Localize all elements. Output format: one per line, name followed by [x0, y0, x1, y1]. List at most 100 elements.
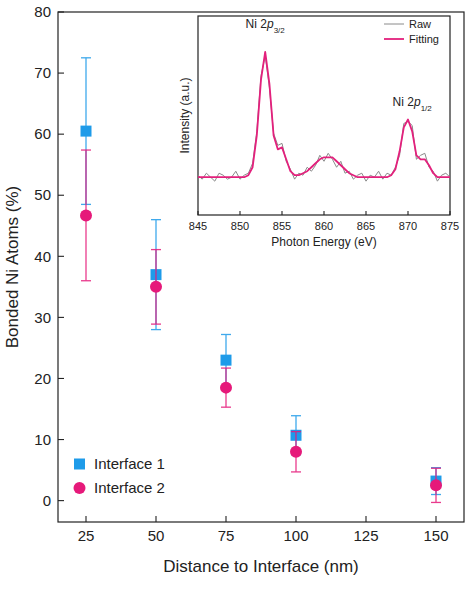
y-tick — [58, 256, 64, 257]
error-cap — [291, 415, 301, 416]
x-tick — [449, 211, 450, 215]
error-cap — [151, 219, 161, 220]
error-cap — [81, 149, 91, 150]
error-cap — [221, 367, 231, 368]
y-tick-label: 80 — [34, 3, 51, 20]
data-layer — [198, 52, 450, 181]
x-tick — [197, 211, 198, 215]
y-tick — [58, 134, 64, 135]
y-tick-label: 40 — [34, 248, 51, 265]
x-tick — [225, 516, 226, 522]
x-tick — [323, 211, 324, 215]
series-line — [198, 56, 450, 181]
error-bar — [81, 150, 91, 281]
y-tick-label: 30 — [34, 309, 51, 326]
x-tick-label: 870 — [399, 220, 417, 232]
legend: Raw Fitting — [384, 18, 439, 45]
error-cap — [291, 431, 301, 432]
legend-swatch — [74, 459, 85, 470]
x-tick-label: 75 — [218, 527, 235, 544]
y-tick — [58, 439, 64, 440]
legend-swatch — [384, 38, 404, 40]
annotation: Ni 2p1/2 — [393, 95, 433, 113]
error-bar — [291, 432, 301, 472]
figure: 25507510012515001020304050607080Distance… — [0, 0, 476, 596]
error-bar — [151, 220, 161, 330]
annotation-part: Ni 2 — [393, 95, 415, 109]
legend-swatch — [74, 482, 86, 494]
x-tick-label: 125 — [353, 527, 378, 544]
error-cap — [431, 502, 441, 503]
x-axis-title: Photon Energy (eV) — [271, 235, 376, 249]
x-tick — [281, 211, 282, 215]
legend: Interface 1 Interface 2 — [74, 455, 165, 496]
legend-label: Fitting — [409, 33, 439, 45]
point — [430, 479, 442, 491]
point — [290, 446, 302, 458]
x-tick — [239, 211, 240, 215]
error-cap — [221, 334, 231, 335]
y-tick — [58, 73, 64, 74]
y-axis-title: Intensity (a.u.) — [178, 77, 192, 153]
error-bar — [151, 250, 161, 325]
main-chart: 25507510012515001020304050607080Distance… — [3, 3, 464, 576]
error-stem — [155, 220, 156, 330]
error-bar — [221, 368, 231, 407]
x-tick-label: 875 — [441, 220, 459, 232]
x-tick — [435, 516, 436, 522]
x-tick-label: 865 — [357, 220, 375, 232]
y-tick — [58, 500, 64, 501]
data-layer — [80, 58, 442, 503]
x-tick-label: 100 — [283, 527, 308, 544]
error-cap — [81, 57, 91, 58]
x-tick — [155, 516, 156, 522]
point — [80, 209, 92, 221]
error-cap — [151, 329, 161, 330]
point — [221, 355, 232, 366]
error-cap — [151, 249, 161, 250]
y-tick-label: 10 — [34, 431, 51, 448]
error-bar — [431, 468, 441, 502]
x-tick — [85, 516, 86, 522]
point — [220, 382, 232, 394]
error-cap — [221, 407, 231, 408]
error-cap — [431, 468, 441, 469]
error-cap — [431, 467, 441, 468]
x-tick-label: 845 — [189, 220, 207, 232]
y-tick — [58, 378, 64, 379]
x-tick — [365, 211, 366, 215]
x-axis-title: Distance to Interface (nm) — [163, 557, 359, 576]
x-tick-label: 855 — [273, 220, 291, 232]
legend-label: Raw — [409, 18, 431, 30]
plot-frame — [58, 12, 464, 522]
error-cap — [81, 280, 91, 281]
y-tick — [58, 317, 64, 318]
y-tick-label: 0 — [43, 492, 51, 509]
error-cap — [291, 471, 301, 472]
y-tick-label: 50 — [34, 186, 51, 203]
legend-swatch — [384, 24, 404, 25]
x-tick — [407, 211, 408, 215]
annotation: Ni 2p3/2 — [246, 17, 286, 35]
x-tick-label: 150 — [423, 527, 448, 544]
y-tick — [58, 195, 64, 196]
annotation-part: 1/2 — [421, 103, 433, 112]
annotation-part: Ni 2 — [246, 17, 268, 31]
plot-frame — [198, 16, 450, 215]
x-tick-label: 50 — [148, 527, 165, 544]
point — [81, 126, 92, 137]
x-tick-label: 25 — [78, 527, 95, 544]
inset-chart: 845850855860865870875Photon Energy (eV)I… — [178, 16, 459, 249]
y-tick — [58, 11, 64, 12]
error-cap — [151, 323, 161, 324]
legend-label: Interface 2 — [94, 479, 165, 496]
x-tick-label: 860 — [315, 220, 333, 232]
y-tick-label: 60 — [34, 125, 51, 142]
point — [150, 281, 162, 293]
annotation-part: 3/2 — [274, 25, 286, 34]
x-tick — [295, 516, 296, 522]
y-tick-label: 20 — [34, 370, 51, 387]
series-line — [198, 52, 450, 177]
x-tick — [365, 516, 366, 522]
legend-label: Interface 1 — [94, 455, 165, 472]
